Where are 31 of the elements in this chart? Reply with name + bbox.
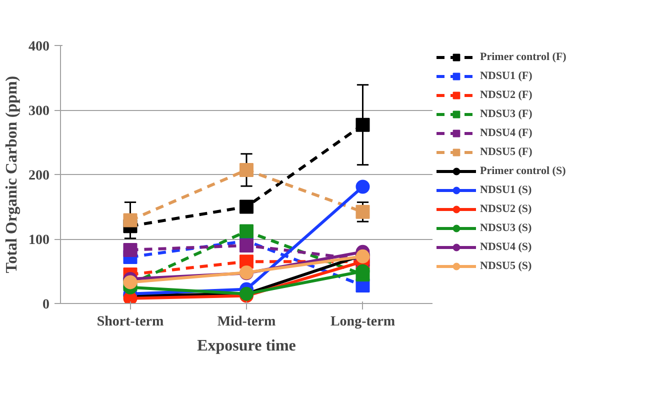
legend-label: Primer control (S) bbox=[480, 164, 566, 179]
legend-label: NDSU4 (F) bbox=[480, 126, 532, 141]
legend-label: NDSU3 (S) bbox=[480, 221, 532, 236]
x-tick-label: Short-term bbox=[96, 314, 164, 330]
legend-label: NDSU2 (S) bbox=[480, 202, 532, 217]
point bbox=[240, 162, 254, 177]
legend-label: NDSU5 (S) bbox=[480, 259, 532, 274]
point bbox=[240, 238, 254, 252]
legend-label: Primer control (F) bbox=[480, 50, 566, 65]
legend-label: NDSU5 (F) bbox=[480, 145, 532, 160]
y-tick-label: 400 bbox=[28, 40, 50, 54]
point bbox=[123, 242, 138, 257]
x-tick-label: Long-term bbox=[330, 314, 396, 330]
legend-label: NDSU1 (S) bbox=[480, 183, 532, 198]
point bbox=[123, 213, 138, 228]
point bbox=[356, 180, 370, 194]
point bbox=[356, 118, 370, 132]
legend-label: NDSU3 (F) bbox=[480, 107, 532, 122]
y-tick-label: 300 bbox=[28, 104, 50, 119]
y-tick-label: 200 bbox=[28, 168, 50, 184]
point bbox=[240, 200, 254, 214]
x-axis-title: Exposure time bbox=[197, 338, 296, 354]
point bbox=[356, 204, 370, 219]
legend-label: NDSU2 (F) bbox=[480, 88, 532, 103]
y-tick-label: 0 bbox=[42, 298, 50, 312]
point bbox=[240, 224, 254, 238]
legend-label: NDSU1 (F) bbox=[480, 69, 532, 84]
y-axis-title: Total Organic Carbon (ppm) bbox=[4, 76, 20, 274]
y-tick-label: 100 bbox=[28, 233, 50, 248]
legend-label: NDSU4 (S) bbox=[480, 240, 532, 255]
x-tick-label: Mid-term bbox=[217, 314, 276, 330]
